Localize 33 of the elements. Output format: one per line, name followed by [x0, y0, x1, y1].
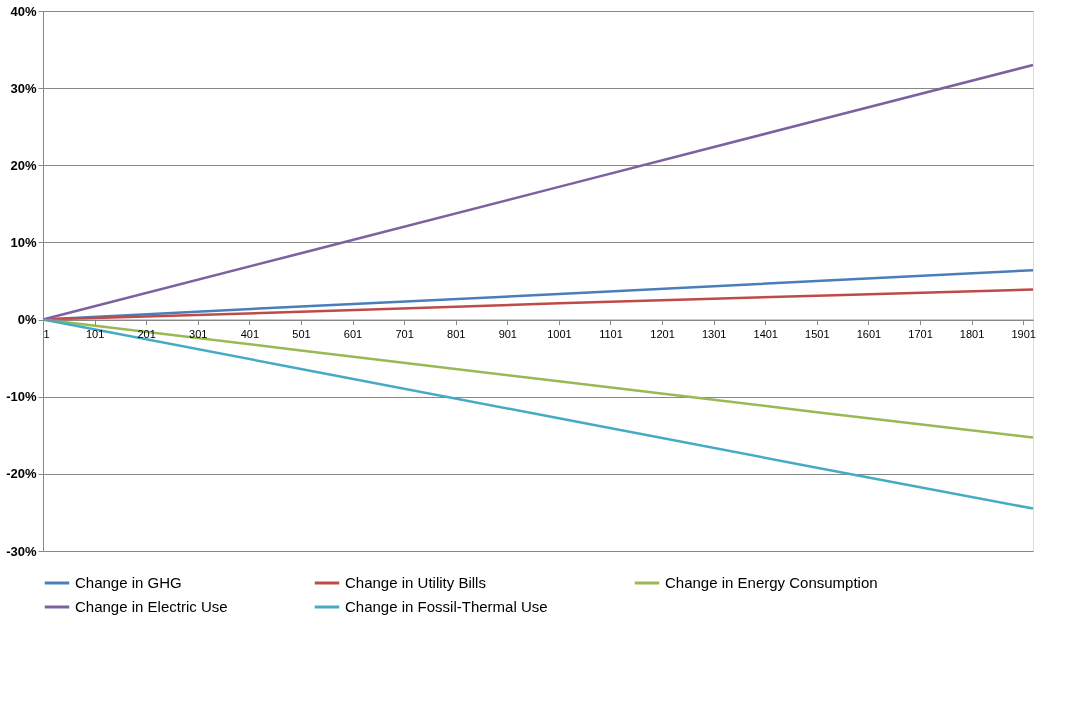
- legend-label: Change in GHG: [75, 574, 182, 591]
- x-tick-label: 1901: [1011, 328, 1036, 341]
- x-tick-label: 1401: [753, 328, 778, 341]
- x-tick-label: 901: [498, 328, 517, 341]
- x-tick-label: 1001: [547, 328, 572, 341]
- y-tick-label: -20%: [6, 466, 37, 482]
- x-tick-label: 1801: [959, 328, 985, 341]
- y-tick-label: 20%: [10, 157, 37, 173]
- y-tick-label: 40%: [10, 3, 37, 19]
- y-tick-label: 10%: [10, 234, 37, 250]
- x-tick-label: 1601: [856, 328, 882, 341]
- x-tick-label: 1701: [908, 328, 933, 341]
- line-series: [41, 318, 1035, 510]
- x-tick-label: 501: [292, 328, 311, 341]
- y-tick-label: -30%: [6, 543, 37, 559]
- line-series: [41, 63, 1035, 321]
- x-tick-label: 101: [85, 328, 105, 341]
- x-tick-label: 1501: [805, 328, 830, 341]
- y-tick-label: 0%: [17, 312, 37, 328]
- legend-label: Change in Energy Consumption: [665, 574, 878, 591]
- x-tick-label: 701: [395, 328, 414, 341]
- y-tick-label: 30%: [10, 80, 37, 96]
- x-tick-label: 1301: [701, 328, 727, 341]
- x-tick-label: 401: [240, 328, 260, 341]
- legend-label: Change in Fossil-Thermal Use: [345, 598, 548, 615]
- x-tick-label: 1: [43, 328, 50, 341]
- legend-label: Change in Utility Bills: [345, 574, 486, 591]
- y-tick-label: -10%: [6, 389, 37, 405]
- legend-label: Change in Electric Use: [75, 598, 228, 615]
- x-tick-label: 601: [343, 328, 363, 341]
- x-tick-label: 1201: [650, 328, 675, 341]
- x-tick-label: 1101: [599, 328, 623, 341]
- x-tick-label: 801: [447, 328, 466, 341]
